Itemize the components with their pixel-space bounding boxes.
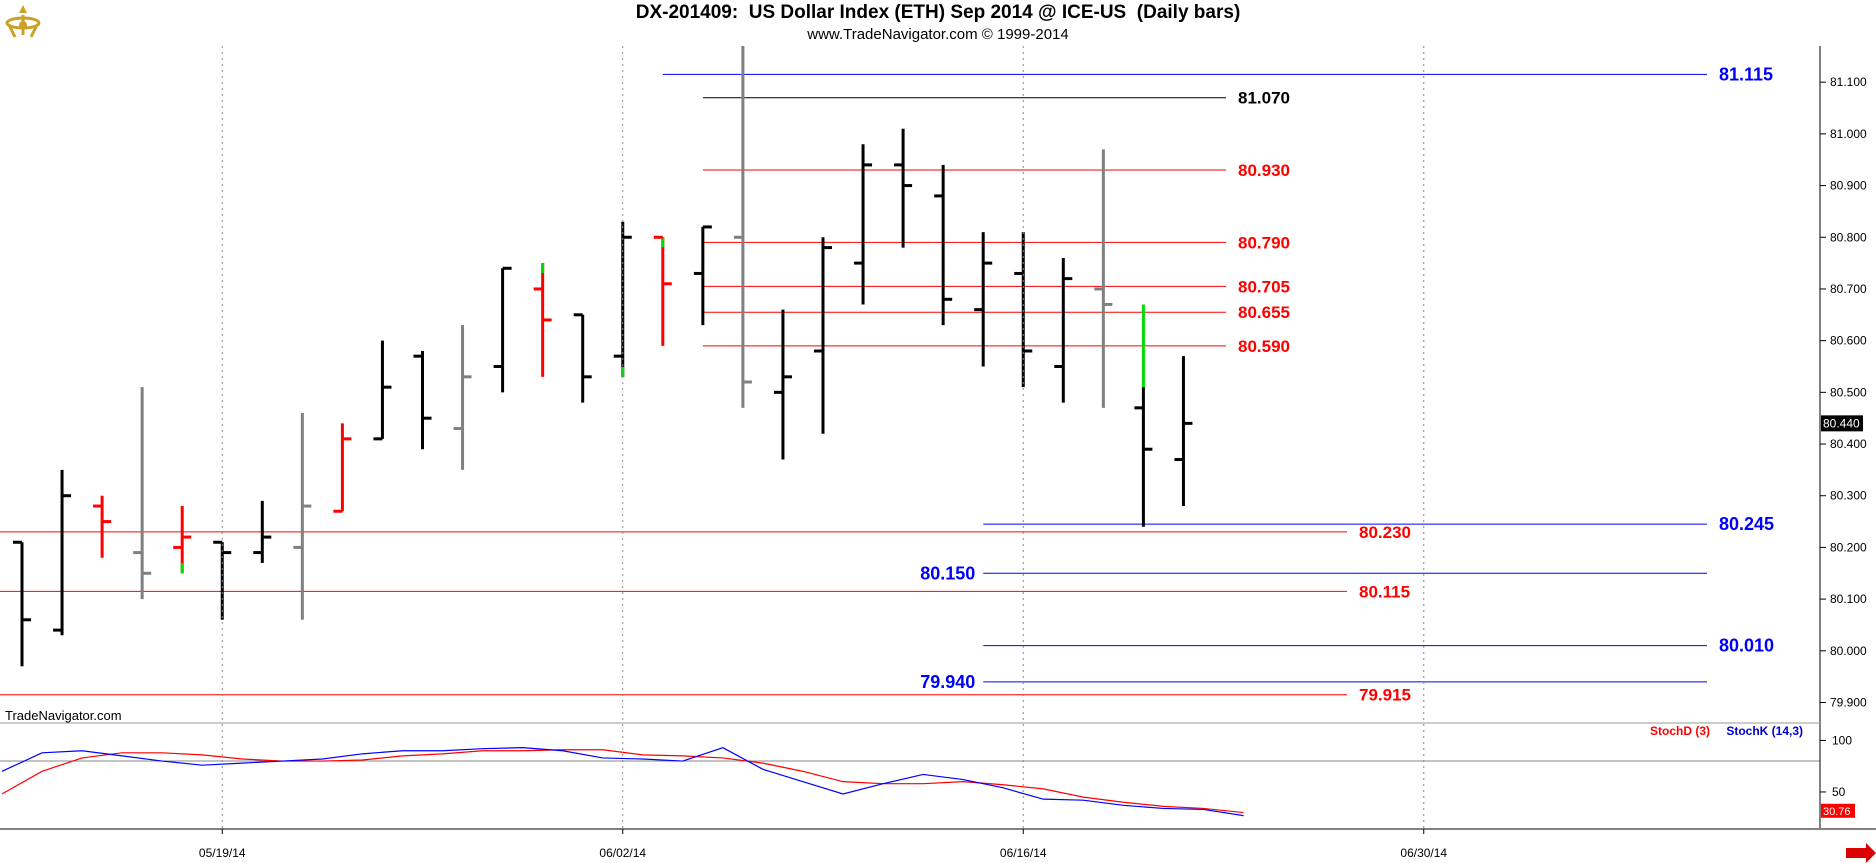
ohlc-bar xyxy=(53,469,72,636)
ohlc-bar xyxy=(733,46,752,408)
chart-title: DX-201409: US Dollar Index (ETH) Sep 201… xyxy=(635,2,1241,23)
ohlc-bar xyxy=(693,225,712,326)
ohlc-bar xyxy=(814,237,832,434)
ohlc-bar xyxy=(13,540,31,667)
level-label: 80.590 xyxy=(1238,337,1290,356)
level-label: 79.940 xyxy=(920,672,975,692)
ohlc-bar xyxy=(133,387,152,600)
ohlc-bar xyxy=(413,350,432,450)
ohlc-bar xyxy=(974,232,993,367)
ohlc-bar xyxy=(1014,232,1033,388)
stoch-last-box xyxy=(1821,803,1855,818)
level-label: 80.705 xyxy=(1238,277,1290,296)
ohlc-bar xyxy=(533,263,552,377)
ohlc-bar xyxy=(373,340,392,441)
y-tick-label: 80.200 xyxy=(1830,540,1867,554)
ohlc-bar xyxy=(653,235,672,346)
stochd-legend: StochD (3) xyxy=(1650,724,1710,738)
y-tick-label: 81.000 xyxy=(1830,127,1867,141)
x-tick-label: 05/19/14 xyxy=(199,846,246,860)
ohlc-bar xyxy=(894,128,913,248)
y-tick-label: 80.100 xyxy=(1830,592,1867,606)
x-tick-label: 06/30/14 xyxy=(1400,846,1447,860)
ohlc-bar xyxy=(773,309,792,460)
ohlc-bar xyxy=(573,313,592,403)
stochd-line xyxy=(1,749,1244,814)
ohlc-bar xyxy=(1174,356,1193,507)
chart-subtitle: www.TradeNavigator.com © 1999-2014 xyxy=(807,26,1069,43)
stoch-y-label: 100 xyxy=(1832,733,1852,747)
level-label: 81.115 xyxy=(1719,64,1773,84)
ohlc-bar xyxy=(1094,149,1113,408)
level-label: 79.915 xyxy=(1359,686,1411,705)
scroll-right-arrow-icon[interactable] xyxy=(1846,843,1876,863)
stochk-line xyxy=(1,747,1244,817)
level-label: 80.790 xyxy=(1238,233,1290,252)
ohlc-bar xyxy=(493,266,512,393)
stoch-last-label: 30.76 xyxy=(1823,806,1851,818)
last-price-label: 80.440 xyxy=(1823,416,1860,430)
axes: 05/19/14 06/02/14 06/16/14 06/30/14 79.900 80… xyxy=(0,46,1876,860)
level-label: 80.150 xyxy=(920,563,975,583)
ohlc-bar xyxy=(93,495,112,558)
y-tick-label: 81.100 xyxy=(1830,75,1867,89)
ohlc-bar xyxy=(1054,257,1073,403)
trade-navigator-logo-icon xyxy=(5,5,41,38)
level-label: 80.930 xyxy=(1238,161,1290,180)
ohlc-bar xyxy=(934,164,953,326)
level-label: 81.070 xyxy=(1238,89,1290,108)
y-tick-label: 80.800 xyxy=(1830,230,1867,244)
y-tick-label: 80.900 xyxy=(1830,179,1867,193)
level-label: 80.010 xyxy=(1719,636,1774,656)
y-tick-label: 80.500 xyxy=(1830,385,1867,399)
last-price-box xyxy=(1821,415,1863,432)
y-tick-label: 79.900 xyxy=(1830,695,1867,709)
level-label: 80.230 xyxy=(1359,523,1411,542)
level-label: 80.655 xyxy=(1238,303,1290,322)
ohlc-bar xyxy=(1134,304,1153,527)
y-tick-label: 80.600 xyxy=(1830,334,1867,348)
price-pane: 81.115 81.070 80.930 80.790 80.705 80.655 80.5… xyxy=(0,46,1774,705)
ohlc-bar xyxy=(854,144,873,305)
ohlc-bar xyxy=(293,413,312,620)
x-tick-label: 06/16/14 xyxy=(1000,846,1047,860)
ohlc-bar xyxy=(333,423,352,513)
ohlc-bar xyxy=(453,325,472,470)
stochk-legend: StochK (14,3) xyxy=(1726,724,1803,738)
watermark: TradeNavigator.com xyxy=(5,708,122,723)
y-tick-label: 80.400 xyxy=(1830,437,1867,451)
stochastic-pane xyxy=(0,747,1820,817)
y-tick-label: 80.000 xyxy=(1830,644,1867,658)
y-tick-label: 80.700 xyxy=(1830,282,1867,296)
y-tick-label: 80.300 xyxy=(1830,489,1867,503)
level-label: 80.115 xyxy=(1359,582,1410,601)
x-tick-label: 06/02/14 xyxy=(599,846,646,860)
stoch-y-label: 50 xyxy=(1832,785,1846,799)
level-label: 80.245 xyxy=(1719,514,1774,534)
ohlc-bar xyxy=(173,506,192,574)
ohlc-bar xyxy=(253,500,272,563)
